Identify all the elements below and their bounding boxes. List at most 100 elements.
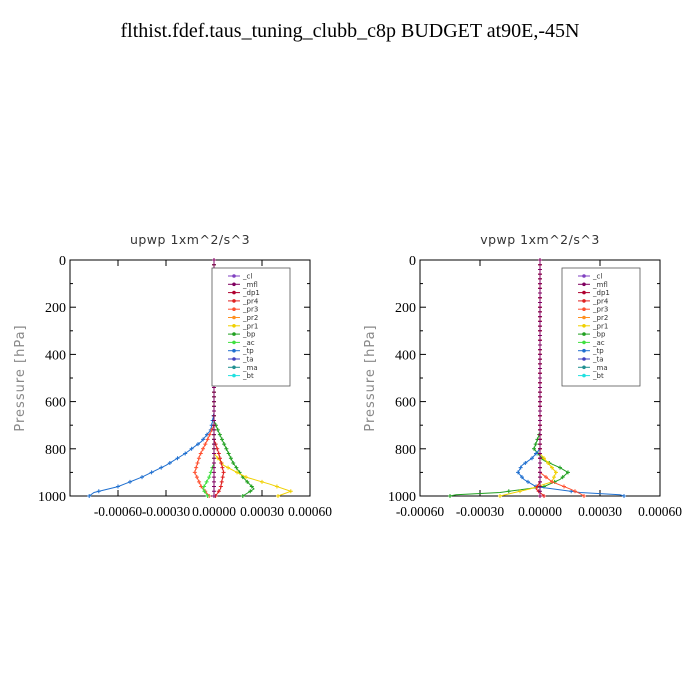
data-point xyxy=(582,494,586,498)
data-point xyxy=(538,333,542,338)
legend-label: _pr4 xyxy=(592,297,609,305)
data-point xyxy=(217,432,222,437)
data-point xyxy=(538,338,542,343)
y-tick-label: 0 xyxy=(409,254,416,269)
legend-marker xyxy=(582,282,586,287)
data-point xyxy=(220,437,224,442)
data-point xyxy=(538,314,542,319)
data-point xyxy=(276,494,280,498)
legend-marker xyxy=(232,340,236,345)
data-point xyxy=(245,479,250,484)
data-point xyxy=(542,494,546,498)
data-point xyxy=(218,484,223,489)
legend-label: _tp xyxy=(592,347,604,355)
data-point xyxy=(222,442,227,447)
data-point xyxy=(212,432,216,437)
x-tick-label: -0.00030 xyxy=(142,504,191,519)
chart-panel-2: vpwp 1xm^2/s^3 Pressure [hPa] 0 200 400 600 80… xyxy=(363,232,682,519)
data-point xyxy=(538,432,542,437)
data-point xyxy=(204,479,209,484)
data-point xyxy=(538,309,542,314)
data-point xyxy=(219,460,224,465)
data-point xyxy=(538,427,542,432)
data-point xyxy=(538,305,542,310)
y-tick-label: 400 xyxy=(45,348,66,363)
y-tick-label: 600 xyxy=(395,396,416,411)
x-tick-label: -0.00060 xyxy=(94,504,143,519)
data-point xyxy=(212,475,216,480)
data-point xyxy=(516,470,520,475)
legend-label: _bp xyxy=(592,331,606,339)
legend: _cl_mfl_dp1_pr4_pr3_pr2_pr1_bp_ac_tp_ta_… xyxy=(211,267,291,387)
data-point xyxy=(212,460,216,465)
data-point xyxy=(538,342,542,347)
data-point xyxy=(235,470,240,475)
data-point xyxy=(274,484,279,489)
data-point xyxy=(538,319,542,324)
data-point xyxy=(196,442,200,447)
legend-marker xyxy=(232,348,236,353)
data-point xyxy=(498,494,502,498)
data-point xyxy=(544,475,548,480)
data-point xyxy=(183,451,188,456)
data-point xyxy=(538,413,542,418)
data-point xyxy=(212,394,216,399)
data-point xyxy=(218,456,222,461)
data-point xyxy=(212,258,216,262)
data-point xyxy=(207,475,212,480)
data-point xyxy=(198,451,203,456)
data-point xyxy=(538,437,542,442)
legend-marker xyxy=(582,365,586,370)
legend-marker xyxy=(232,299,236,303)
data-point xyxy=(538,479,542,484)
data-point xyxy=(552,475,556,480)
data-point xyxy=(562,484,566,489)
legend-marker xyxy=(232,357,236,361)
series-line xyxy=(449,260,569,497)
data-point xyxy=(538,465,542,470)
data-point xyxy=(205,437,210,442)
data-point xyxy=(538,291,542,296)
data-point xyxy=(212,484,216,489)
data-point xyxy=(538,399,542,404)
data-point xyxy=(212,456,216,461)
legend-marker xyxy=(582,324,586,328)
y-axis-label: Pressure [hPa] xyxy=(13,324,28,431)
data-point xyxy=(573,489,577,494)
data-point xyxy=(550,479,554,484)
data-point xyxy=(212,423,216,428)
data-point xyxy=(203,442,208,447)
data-point xyxy=(538,423,542,428)
legend-label: _ma xyxy=(242,364,258,372)
data-point xyxy=(196,456,201,461)
data-point xyxy=(205,494,210,498)
series-bp xyxy=(448,258,570,498)
legend-marker xyxy=(232,274,236,278)
data-point xyxy=(622,494,626,498)
data-point xyxy=(538,357,542,362)
data-point xyxy=(538,328,542,333)
legend-label: _ma xyxy=(592,364,608,372)
data-point xyxy=(220,475,225,480)
data-point xyxy=(518,489,522,494)
data-point xyxy=(538,385,542,390)
legend-marker xyxy=(582,332,586,336)
data-point xyxy=(216,451,221,456)
legend-label: _bt xyxy=(242,372,254,380)
data-point xyxy=(538,281,542,286)
data-point xyxy=(538,258,542,262)
data-point xyxy=(212,446,216,451)
y-tick-label: 200 xyxy=(45,301,66,316)
data-point xyxy=(520,475,524,480)
data-point xyxy=(530,456,534,461)
legend-marker xyxy=(232,307,236,312)
legend-label: _dp1 xyxy=(242,289,260,297)
data-point xyxy=(538,371,542,376)
data-point xyxy=(538,489,542,494)
data-point xyxy=(226,465,231,470)
legend-label: _pr1 xyxy=(242,322,258,330)
data-point xyxy=(538,460,542,465)
data-point xyxy=(526,479,530,484)
data-point xyxy=(116,484,120,489)
legend-label: _pr2 xyxy=(592,314,608,322)
